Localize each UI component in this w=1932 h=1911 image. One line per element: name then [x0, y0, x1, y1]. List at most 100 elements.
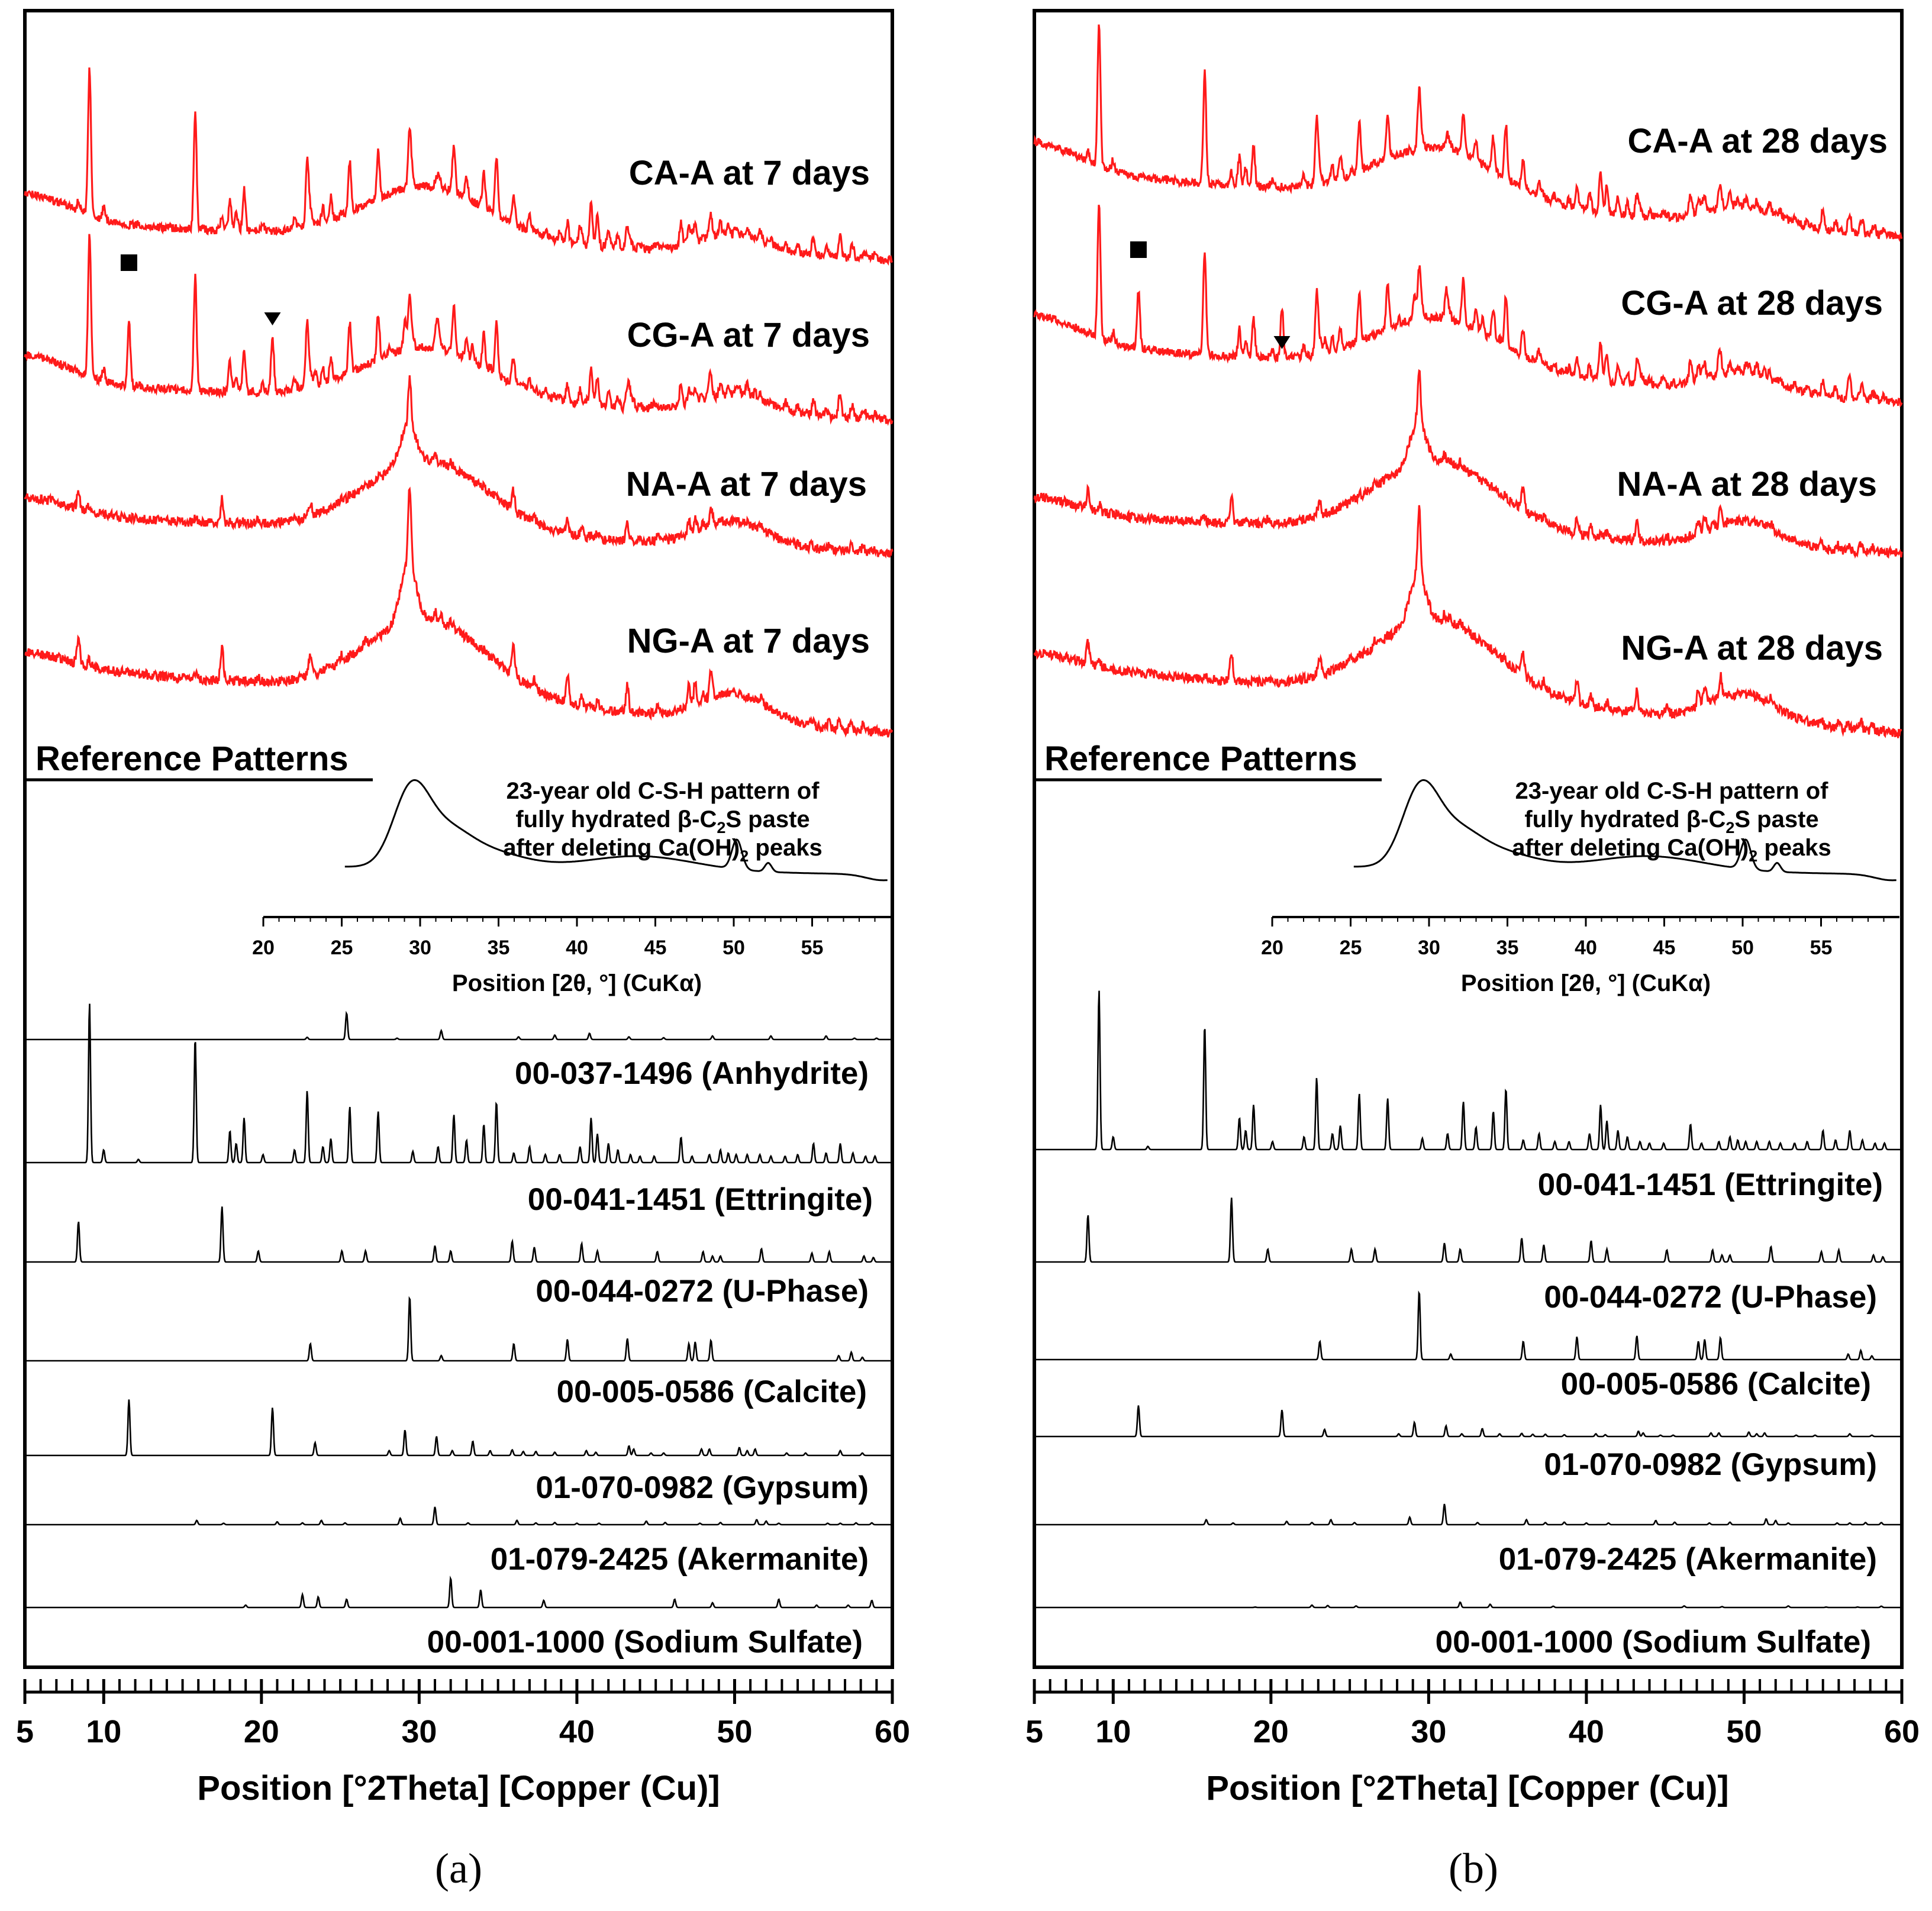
series-label-na-7: NA-A at 7 days — [626, 465, 867, 503]
ref-label-a-u-phase: 00-044-0272 (U-Phase) — [536, 1274, 869, 1309]
panel-a: CA-A at 7 days CG-A at 7 days NA-A at 7 … — [16, 9, 910, 1892]
x-axis-tick-label: 50 — [717, 1714, 752, 1749]
x-axis-tick-label: 10 — [1095, 1714, 1131, 1749]
inset-tick-label: 40 — [566, 937, 588, 959]
x-axis-tick-label: 40 — [1569, 1714, 1604, 1749]
series-label-ca-7: CA-A at 7 days — [629, 154, 870, 192]
inset-caption-a-2: fully hydrated β-C2S paste — [515, 806, 809, 837]
ref-label-a-calcite: 00-005-0586 (Calcite) — [557, 1374, 867, 1409]
reference-pattern-u-phase — [1034, 1197, 1902, 1263]
reference-pattern-sodium-sulfate — [1034, 1601, 1902, 1609]
inset-caption-a-1: 23-year old C-S-H pattern of — [507, 778, 820, 804]
panel-b-frame — [1033, 9, 1904, 1669]
ref-label-b-gypsum: 01-070-0982 (Gypsum) — [1544, 1447, 1877, 1482]
x-axis-a: 5 10 20 30 40 50 60 — [16, 1679, 910, 1749]
series-label-cg-28: CG-A at 28 days — [1621, 284, 1883, 322]
inset-trace-b — [1353, 779, 1896, 882]
ref-label-a-ettringite: 00-041-1451 (Ettringite) — [528, 1182, 873, 1217]
reference-pattern-ettringite — [25, 1003, 892, 1164]
x-axis-tick-label: 20 — [244, 1714, 279, 1749]
ref-label-b-sodium-sulfate: 00-001-1000 (Sodium Sulfate) — [1436, 1625, 1871, 1660]
x-axis-tick-label: 60 — [875, 1714, 910, 1749]
series-label-cg-7: CG-A at 7 days — [627, 316, 870, 354]
inset-xlabel-b: Position [2θ, °] (CuKα) — [1461, 970, 1711, 996]
reference-pattern-calcite — [25, 1296, 892, 1362]
inset-a: 23-year old C-S-H pattern of fully hydra… — [252, 778, 891, 996]
gypsum-square-marker — [1130, 241, 1147, 258]
reference-pattern-akermanite — [1034, 1503, 1902, 1526]
reference-pattern-akermanite — [25, 1506, 892, 1526]
panel-b: CA-A at 28 days CG-A at 28 days NA-A at … — [1025, 9, 1920, 1892]
reference-heading-b: Reference Patterns — [1044, 740, 1357, 778]
inset-tick-label: 50 — [1731, 937, 1754, 959]
x-axis-tick-label: 5 — [16, 1714, 34, 1749]
inset-ticks-a: 20 25 30 35 40 45 50 55 — [252, 917, 876, 959]
csh-inset-trace — [1353, 779, 1896, 882]
panel-a-traces — [24, 67, 894, 738]
inset-tick-label: 20 — [1261, 937, 1283, 959]
panel-a-reference-traces — [25, 1003, 892, 1609]
reference-pattern-calcite — [1034, 1290, 1902, 1361]
panel-a-frame — [23, 9, 894, 1669]
inset-tick-label: 20 — [252, 937, 275, 959]
inset-caption-b-3: after deleting Ca(OH)2 peaks — [1512, 835, 1831, 865]
ref-label-b-calcite: 00-005-0586 (Calcite) — [1561, 1367, 1871, 1402]
series-label-ng-7: NG-A at 7 days — [627, 622, 870, 660]
xrd-trace-ng-a-at-7-days — [24, 486, 894, 738]
inset-trace-a — [344, 779, 888, 882]
reference-pattern-ettringite — [1034, 990, 1902, 1151]
inset-b: 23-year old C-S-H pattern of fully hydra… — [1261, 778, 1899, 996]
inset-tick-label: 45 — [644, 937, 667, 959]
reference-pattern-gypsum — [25, 1399, 892, 1457]
x-axis-tick-label: 40 — [559, 1714, 595, 1749]
panel-label-b: (b) — [1449, 1845, 1498, 1892]
xrd-trace-na-a-at-7-days — [24, 375, 894, 559]
x-axis-tick-label: 50 — [1726, 1714, 1762, 1749]
inset-xlabel-a: Position [2θ, °] (CuKα) — [452, 970, 702, 996]
inset-tick-label: 55 — [801, 937, 824, 959]
inset-tick-label: 45 — [1653, 937, 1676, 959]
xrd-trace-cg-a-at-28-days — [1033, 205, 1903, 408]
x-axis-tick-label: 20 — [1253, 1714, 1289, 1749]
x-axis-title-a: Position [°2Theta] [Copper (Cu)] — [197, 1769, 720, 1807]
inset-tick-label: 40 — [1575, 937, 1597, 959]
inset-tick-label: 50 — [723, 937, 745, 959]
xrd-trace-ng-a-at-28-days — [1033, 505, 1902, 738]
xrd-trace-cg-a-at-7-days — [24, 234, 894, 426]
x-axis-tick-label: 30 — [1411, 1714, 1446, 1749]
panel-b-reference-traces — [1034, 990, 1902, 1609]
reference-heading-a: Reference Patterns — [36, 740, 349, 778]
panel-b-markers — [1130, 241, 1291, 349]
inset-tick-label: 35 — [488, 937, 510, 959]
reference-pattern-sodium-sulfate — [25, 1576, 892, 1609]
reference-pattern-u-phase — [25, 1206, 892, 1263]
x-axis-tick-label: 60 — [1884, 1714, 1920, 1749]
panel-a-markers — [120, 254, 281, 325]
x-axis-tick-label: 30 — [401, 1714, 437, 1749]
inset-tick-label: 25 — [331, 937, 353, 959]
csh-inset-trace — [344, 779, 888, 882]
inset-tick-label: 30 — [1418, 937, 1440, 959]
series-label-na-28: NA-A at 28 days — [1617, 465, 1877, 503]
x-axis-title-b: Position [°2Theta] [Copper (Cu)] — [1206, 1769, 1728, 1807]
series-label-ca-28: CA-A at 28 days — [1628, 122, 1888, 160]
x-axis-tick-label: 10 — [86, 1714, 121, 1749]
xrd-trace-ca-a-at-7-days — [24, 67, 894, 266]
inset-caption-b-1: 23-year old C-S-H pattern of — [1515, 778, 1829, 804]
ref-label-b-akermanite: 01-079-2425 (Akermanite) — [1499, 1542, 1877, 1577]
inset-tick-label: 35 — [1496, 937, 1519, 959]
inset-caption-b-2: fully hydrated β-C2S paste — [1524, 806, 1818, 837]
inset-tick-label: 25 — [1340, 937, 1362, 959]
gypsum-square-marker — [120, 254, 137, 271]
panel-b-traces — [1033, 24, 1903, 738]
ref-label-a-sodium-sulfate: 00-001-1000 (Sodium Sulfate) — [427, 1625, 863, 1660]
inset-tick-label: 55 — [1810, 937, 1833, 959]
ref-label-a-gypsum: 01-070-0982 (Gypsum) — [536, 1470, 869, 1505]
x-axis-tick-label: 5 — [1025, 1714, 1043, 1749]
triangle-marker — [1273, 336, 1291, 349]
ref-label-a-akermanite: 01-079-2425 (Akermanite) — [491, 1542, 869, 1577]
panel-label-a: (a) — [435, 1845, 482, 1892]
ref-label-b-ettringite: 00-041-1451 (Ettringite) — [1538, 1167, 1883, 1202]
inset-caption-a-3: after deleting Ca(OH)2 peaks — [503, 835, 823, 865]
